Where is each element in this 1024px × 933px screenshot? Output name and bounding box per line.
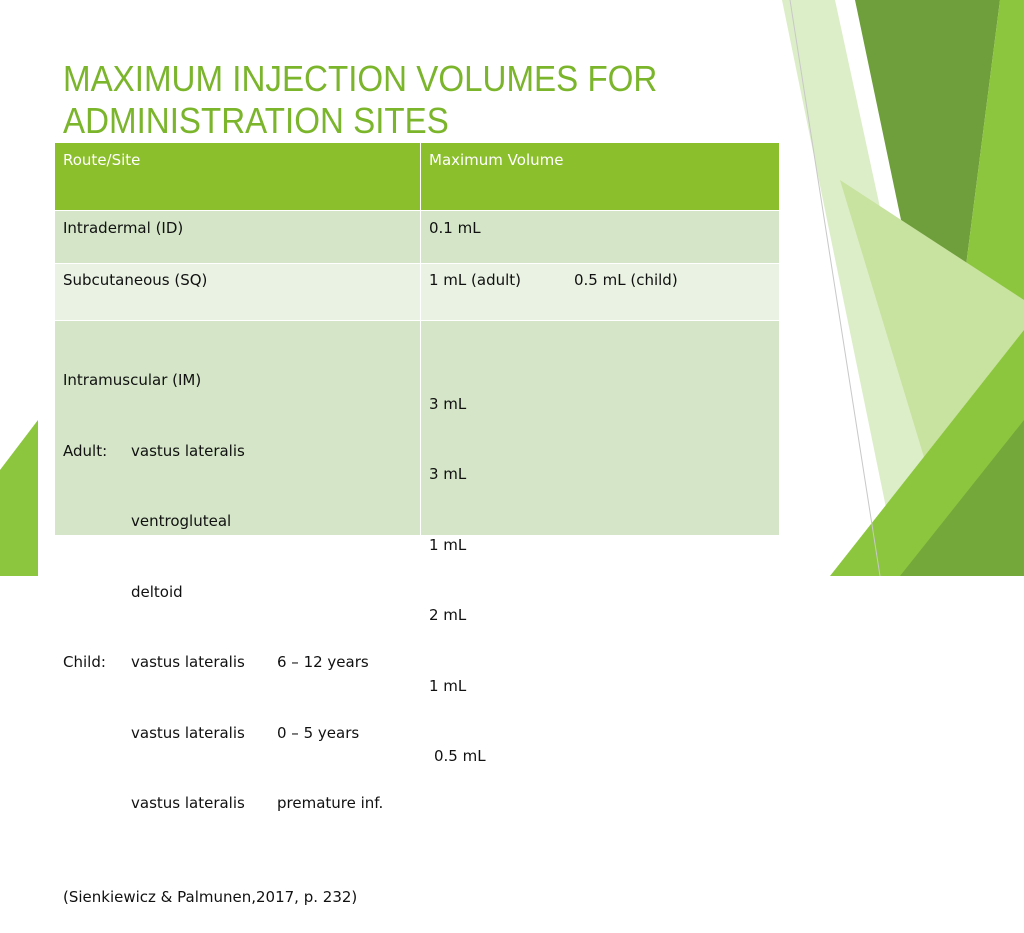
cell: Subcutaneous (SQ) xyxy=(55,264,420,320)
cell-text: 1 mL xyxy=(429,535,467,554)
band-light xyxy=(782,0,960,576)
cell-text: Intradermal (ID) xyxy=(63,219,184,237)
cell-text: 6 – 12 years xyxy=(277,653,369,671)
cell-text: 0.1 mL xyxy=(429,219,481,237)
cell-text: 3 mL xyxy=(429,465,467,483)
left-accent xyxy=(0,420,38,576)
cell-text: vastus lateralis xyxy=(131,794,245,812)
header-cell: Route/Site xyxy=(55,143,420,210)
band-dark xyxy=(855,0,1000,430)
citation: (Sienkiewicz & Palmunen,2017, p. 232) xyxy=(63,888,358,906)
cell-text: vastus lateralis xyxy=(131,653,245,671)
cell-text: 1 mL (adult) xyxy=(429,271,522,289)
cell: 1 mL (adult) 0.5 mL (child) xyxy=(421,264,779,320)
cell: 3 mL 3 mL 1 mL 2 mL 1 mL 0.5 mL xyxy=(421,321,779,765)
cell-text: premature inf. xyxy=(277,794,384,812)
cell-text: 3 mL xyxy=(429,394,467,413)
cell: Intradermal (ID) xyxy=(55,211,420,263)
cell-text: 0.5 mL (child) xyxy=(574,271,678,289)
cell: 0.1 mL xyxy=(421,211,779,263)
cell-line: vastus lateralis 0 – 5 years xyxy=(63,722,412,746)
cell: Intramuscular (IM) Adult: vastus laterali… xyxy=(55,321,420,906)
cell-text: 0.5 mL xyxy=(434,747,486,765)
cell-line: Adult: vastus lateralis xyxy=(63,440,412,464)
triangle-dark xyxy=(900,420,1024,576)
cell-line: 1 mL (adult) 0.5 mL (child) xyxy=(429,269,771,293)
cell-text: deltoid xyxy=(131,582,183,601)
cell-text: vastus lateralis xyxy=(131,441,245,460)
cell-text: Intramuscular (IM) xyxy=(63,371,202,389)
slide: MAXIMUM INJECTION VOLUMES FOR ADMINISTRA… xyxy=(0,0,1024,906)
cell-line: Child: vastus lateralis 6 – 12 years xyxy=(63,651,412,675)
title: MAXIMUM INJECTION VOLUMES FOR ADMINISTRA… xyxy=(63,58,658,141)
cell-text: Adult: xyxy=(63,441,108,460)
cell-text: Subcutaneous (SQ) xyxy=(63,271,208,289)
cell-text: 2 mL xyxy=(429,606,467,624)
cell-text: Child: xyxy=(63,653,106,671)
decoration xyxy=(0,0,1024,576)
thin-line xyxy=(789,0,881,576)
header-cell: Maximum Volume xyxy=(421,143,779,210)
cell-text: 1 mL xyxy=(429,676,467,695)
cell-line: vastus lateralis premature inf. xyxy=(63,792,412,816)
cell-text: vastus lateralis xyxy=(131,723,245,742)
cell-text: 0 – 5 years xyxy=(277,723,360,742)
cell-text: ventrogluteal xyxy=(131,512,232,530)
